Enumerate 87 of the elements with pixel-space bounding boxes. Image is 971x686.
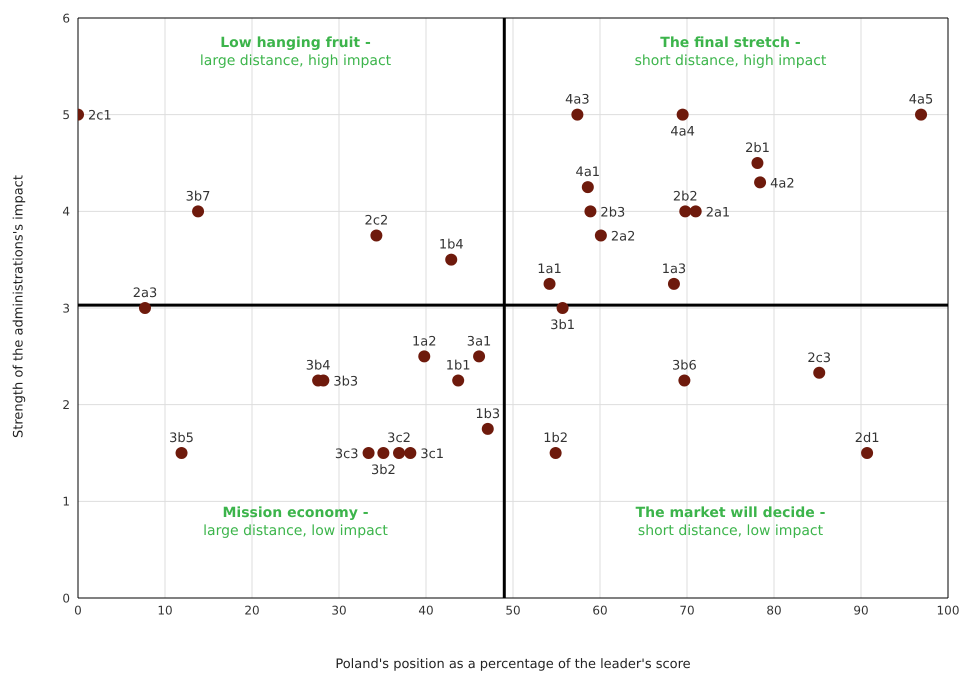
x-tick-label: 0: [74, 604, 82, 618]
data-label: 3b3: [333, 374, 358, 390]
data-label: 3b4: [306, 358, 331, 374]
data-label: 2a1: [706, 205, 730, 220]
y-tick-label: 6: [62, 11, 70, 26]
data-label: 4a2: [770, 176, 795, 192]
data-label: 3c1: [420, 447, 444, 462]
data-label: 2c2: [364, 214, 388, 228]
point: [473, 350, 486, 362]
point: [445, 254, 458, 266]
x-tick-label: 90: [853, 604, 869, 618]
point: [690, 205, 702, 218]
data-label: 2a2: [610, 230, 636, 244]
point: [584, 205, 596, 218]
x-tick-label: 80: [766, 604, 782, 618]
point: [668, 278, 680, 290]
annotation: Mission economy - large distance, low impact: [203, 504, 388, 539]
point: [582, 181, 594, 194]
point: [393, 447, 406, 459]
data-label: 1a3: [662, 262, 686, 277]
x-tick-label: 60: [592, 604, 608, 618]
point: [861, 447, 874, 459]
point: [751, 157, 764, 169]
data-label: 1b4: [438, 238, 464, 253]
point: [452, 374, 464, 386]
data-label: 2d1: [854, 431, 880, 446]
point: [550, 447, 562, 459]
data-label: 1b3: [475, 406, 500, 422]
data-label: 4a3: [565, 92, 590, 108]
y-axis-title: Strength of the administrations's impact: [12, 175, 27, 438]
point: [678, 374, 690, 386]
y-tick-label: 1: [62, 494, 70, 509]
point: [676, 108, 689, 121]
data-label: 3b1: [550, 318, 575, 333]
point: [915, 108, 928, 121]
point: [571, 108, 584, 121]
data-label: 1b2: [543, 431, 568, 446]
point: [679, 205, 692, 218]
x-tick-label: 20: [244, 604, 260, 618]
point: [370, 230, 382, 242]
point: [556, 302, 569, 314]
point: [544, 278, 556, 290]
point: [404, 447, 416, 459]
x-tick-label: 50: [505, 604, 521, 618]
data-label: 4a1: [576, 165, 600, 180]
data-label: 3b6: [672, 358, 697, 374]
data-label: 1a1: [537, 262, 562, 277]
data-label: 3b5: [169, 431, 194, 446]
data-label: 4a4: [670, 124, 695, 140]
point: [482, 422, 494, 435]
data-label: 2b2: [672, 189, 698, 204]
data-label: 2b3: [600, 205, 626, 220]
point: [594, 230, 607, 242]
data-label: 3b7: [186, 189, 210, 204]
point: [176, 447, 188, 459]
data-label: 3b2: [370, 463, 396, 478]
y-tick-label: 3: [62, 301, 70, 316]
data-label: 1b1: [446, 358, 471, 374]
data-label: 3a1: [466, 334, 492, 350]
y-tick-label: 4: [62, 204, 70, 219]
data-label: 2c1: [88, 108, 112, 124]
y-tick-label: 5: [62, 108, 70, 122]
x-tick-label: 70: [679, 604, 695, 618]
point: [138, 302, 151, 314]
data-label: 4a5: [908, 92, 934, 108]
y-tick-label: 0: [62, 591, 70, 606]
x-tick-label: 30: [331, 604, 347, 618]
point: [192, 205, 204, 218]
x-tick-label: 40: [418, 604, 434, 618]
data-label: 1a2: [412, 334, 437, 350]
data-label: 2c3: [807, 350, 832, 366]
data-label: 3c2: [387, 431, 411, 446]
data-label: 2a3: [132, 286, 158, 301]
y-tick-label: 2: [62, 398, 70, 412]
point: [418, 350, 430, 362]
x-axis-title: Poland's position as a percentage of the leader's score: [335, 657, 691, 672]
data-label: 2b1: [745, 141, 770, 156]
point: [362, 447, 375, 459]
annotation: The final stretch - short distance, high impact: [634, 35, 827, 69]
annotation: The market will decide - short distance, low impact: [636, 504, 826, 539]
annotation: Low hanging fruit - large distance, high impact: [200, 35, 392, 69]
data-label: 3c3: [334, 447, 359, 462]
point: [813, 366, 826, 379]
x-tick-label: 10: [157, 604, 173, 618]
x-tick-label: 100: [936, 604, 960, 618]
point: [754, 176, 766, 188]
point: [377, 447, 390, 459]
